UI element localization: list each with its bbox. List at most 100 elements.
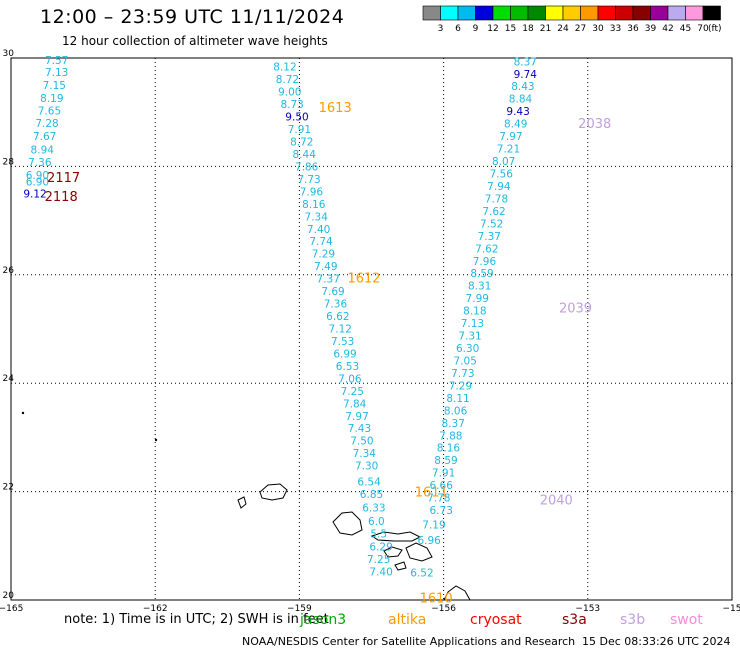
satellite-legend-s3a: s3a (562, 612, 587, 628)
wave-height-value: 6.29 (369, 541, 392, 553)
pass-number-label: 2039 (559, 301, 592, 316)
wave-height-value: 8.59 (470, 268, 493, 280)
colorbar-tick-label: 27 (575, 24, 586, 34)
wave-height-value: 8.72 (290, 137, 313, 149)
longitude-tick-label: −153 (575, 604, 600, 614)
wave-height-value: 8.19 (40, 93, 63, 105)
wave-height-value: 7.37 (317, 274, 340, 286)
wave-height-value: 7.30 (355, 461, 378, 473)
pass-number-label: 1610 (420, 591, 453, 606)
pass-number-label: 2118 (45, 190, 78, 205)
wave-height-value: 7.78 (427, 493, 450, 505)
colorbar-tick-label: 42 (662, 24, 673, 34)
wave-height-value: 8.06 (444, 405, 468, 417)
wave-height-value: 6.33 (362, 502, 385, 514)
generation-timestamp: 15 Dec 08:33:26 UTC 2024 (582, 635, 731, 648)
wave-height-value: 7.15 (43, 80, 66, 92)
wave-height-value: 7.29 (449, 380, 472, 392)
chart-subtitle: 12 hour collection of altimeter wave hei… (62, 34, 328, 48)
wave-height-value: 7.96 (300, 186, 324, 198)
wave-height-value: 7.69 (321, 286, 344, 298)
satellite-legend-altika: altika (388, 612, 427, 628)
wave-height-value: 8.16 (302, 199, 326, 211)
wave-height-value: 8.18 (463, 306, 486, 318)
wave-height-value: 6.73 (430, 505, 453, 517)
wave-height-value: 6.96 (417, 535, 441, 547)
wave-height-value: 7.97 (499, 131, 522, 143)
latitude-tick-label: 20 (3, 591, 15, 601)
wave-height-value: 8.43 (511, 81, 534, 93)
wave-height-value: 8.37 (442, 418, 465, 430)
wave-height-value: 6.30 (456, 343, 479, 355)
wave-height-value: 8.84 (509, 94, 533, 106)
pass-number-label: 2040 (540, 494, 573, 509)
pass-number-label: 1612 (347, 272, 380, 287)
hawaiian-islands-coastline (237, 483, 471, 601)
wave-height-value: 8.37 (514, 56, 537, 68)
wave-height-value: 7.29 (312, 249, 335, 261)
wave-height-value: 7.86 (295, 161, 319, 173)
longitude-tick-label: −15 (723, 604, 740, 614)
satellite-legend-s3b: s3b (620, 612, 646, 628)
wave-height-value: 7.49 (314, 261, 337, 273)
colorbar-swatch (702, 5, 721, 21)
wave-height-value: 7.57 (45, 55, 68, 67)
wave-height-value: 8.73 (280, 99, 303, 111)
latitude-tick-label: 24 (3, 374, 15, 384)
wave-height-value: 7.37 (478, 231, 501, 243)
wave-height-value: 9.00 (278, 87, 301, 99)
wave-height-value: 6.99 (333, 348, 356, 360)
wave-height-value: 7.31 (458, 331, 481, 343)
wave-height-value: 7.74 (309, 236, 333, 248)
wave-height-value: 7.40 (307, 224, 330, 236)
colorbar-tick-label: 36 (627, 24, 639, 34)
wave-height-value: 8.49 (504, 119, 527, 131)
wave-height-value: 7.62 (475, 243, 498, 255)
credit-text: NOAA/NESDIS Center for Satellite Applica… (242, 635, 576, 648)
wave-height-value: 7.67 (33, 131, 56, 143)
wave-height-value: 6.66 (430, 480, 454, 492)
colorbar-tick-label: 39 (645, 24, 657, 34)
wave-height-value: 7.65 (38, 106, 61, 118)
wave-height-value: 7.52 (480, 218, 503, 230)
wave-height-value: 8.94 (31, 145, 55, 157)
wave-height-value: 9.12 (23, 189, 46, 201)
wave-height-value: 7.50 (350, 436, 373, 448)
wave-height-value: 9.50 (285, 112, 308, 124)
wave-height-value: 7.12 (329, 324, 352, 336)
pass-number-label: 1613 (319, 101, 352, 116)
wave-height-value: 7.73 (297, 174, 320, 186)
pass-number-label: 1611 (415, 486, 448, 501)
latitude-tick-label: 28 (3, 157, 15, 167)
wave-height-value: 7.36 (28, 157, 52, 169)
map-frame (10, 57, 733, 601)
wave-height-value: 8.11 (446, 393, 469, 405)
wave-height-value: 6.0 (368, 516, 385, 528)
wave-height-value: 7.56 (490, 168, 514, 180)
wave-height-value: 7.28 (35, 118, 58, 130)
pass-number-label: 2117 (47, 171, 80, 186)
wave-height-value: 7.13 (461, 318, 484, 330)
wave-height-value: 8.72 (276, 74, 299, 86)
wave-height-value: 9.74 (514, 69, 538, 81)
wave-height-value: 8.07 (492, 156, 515, 168)
wave-height-value: 6.54 (357, 476, 381, 488)
colorbar-tick-label: 6 (455, 24, 461, 34)
wave-height-value: 6.90 (26, 177, 49, 189)
wave-height-value: 8.31 (468, 281, 491, 293)
colorbar-tick-label: 12 (487, 24, 498, 34)
wave-height-value: 7.97 (345, 411, 368, 423)
colorbar-tick-label: 15 (505, 24, 516, 34)
wave-height-value: 7.36 (324, 299, 348, 311)
wave-height-value: 7.94 (487, 181, 511, 193)
wave-height-value: 7.43 (348, 423, 371, 435)
colorbar-tick-label: 18 (522, 24, 534, 34)
colorbar-tick-label: 3 (438, 24, 444, 34)
wave-height-value: 9.43 (506, 106, 529, 118)
latitude-tick-label: 30 (3, 49, 15, 59)
longitude-tick-label: −156 (431, 604, 456, 614)
longitude-tick-label: −165 (0, 604, 23, 614)
colorbar-tick-label: 45 (680, 24, 691, 34)
wave-height-value: 8.59 (434, 455, 457, 467)
